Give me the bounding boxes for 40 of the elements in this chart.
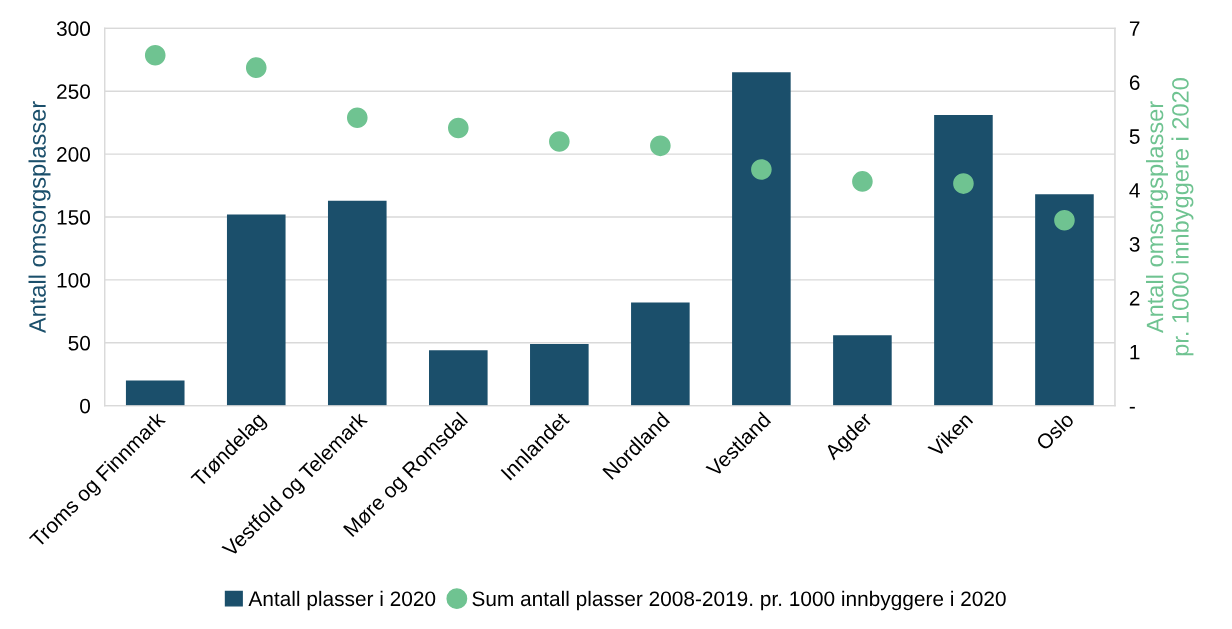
point	[650, 135, 671, 157]
bar	[226, 214, 286, 406]
point	[144, 44, 166, 66]
bar	[732, 72, 791, 406]
point	[953, 173, 974, 194]
y-tick-label: 0	[80, 398, 91, 414]
point	[852, 171, 873, 192]
y2-tick-label: -	[1129, 406, 1135, 409]
y-tick-label: 150	[57, 210, 91, 225]
y-tick-label: 100	[57, 272, 91, 288]
bar	[429, 350, 488, 406]
x-tick-label: Oslo	[1034, 411, 1075, 451]
point	[1054, 209, 1075, 231]
bar	[125, 380, 185, 406]
y-tick-label: 300	[56, 21, 91, 37]
bar	[1035, 194, 1094, 406]
legend-label: Sum antall plasser 2008-2019. pr. 1000 innbyggere i 2020	[472, 590, 1006, 611]
point	[245, 57, 267, 78]
y2-tick-label: 3	[1129, 236, 1140, 252]
y-axis-title: Antall omsorgsplasser	[28, 101, 51, 334]
y2-tick-label: 1	[1130, 345, 1140, 360]
point	[448, 117, 469, 139]
bar	[530, 344, 589, 406]
y2-tick-label: 2	[1129, 290, 1140, 306]
point	[549, 131, 570, 152]
y2-axis-title: Antall omsorgsplasser pr. 1000 innbyggere i 2020	[1145, 78, 1194, 356]
y2-tick-label: 4	[1129, 183, 1140, 198]
bar	[327, 200, 387, 406]
bar	[934, 115, 993, 406]
y2-tick-label: 6	[1129, 75, 1140, 90]
y2-tick-label: 7	[1129, 21, 1140, 36]
y-tick-label: 50	[68, 335, 91, 351]
bar	[833, 335, 892, 406]
y-tick-label: 250	[57, 84, 91, 99]
bar	[631, 302, 690, 406]
y2-tick-label: 5	[1129, 129, 1140, 144]
legend-label: Antall plasser i 2020	[248, 590, 436, 611]
point	[751, 159, 772, 180]
point	[346, 107, 368, 129]
y-tick-label: 200	[57, 147, 91, 162]
